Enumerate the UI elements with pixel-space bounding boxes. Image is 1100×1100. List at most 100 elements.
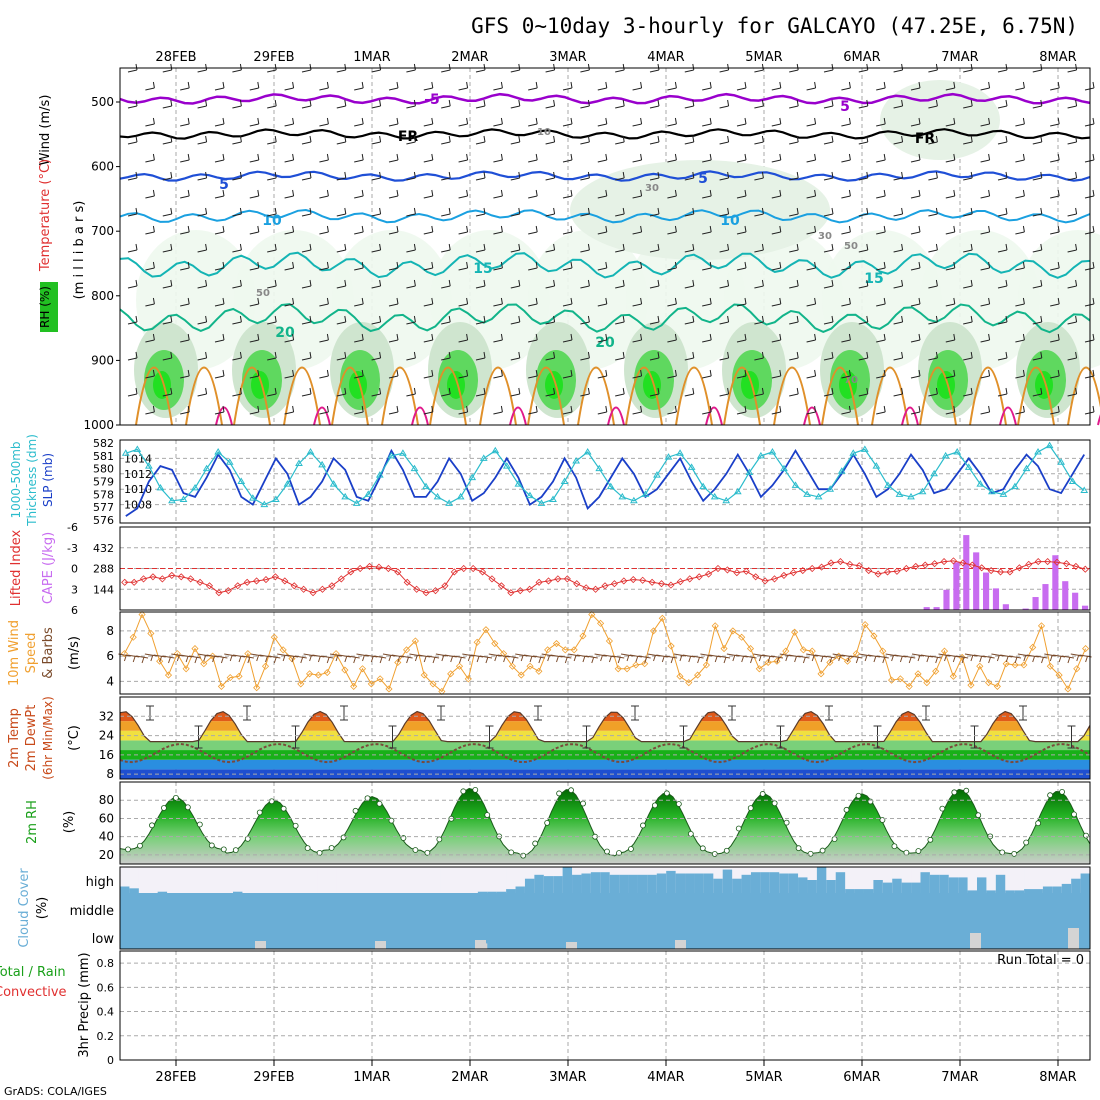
wind-barb [371,279,382,289]
wind-barb [702,153,712,163]
cloud-high-bar [487,891,498,893]
wind-barb [267,315,277,325]
cloud-high-bar [496,891,507,893]
wind-barb [945,261,956,271]
date-label-bottom-1: 29FEB [253,1070,294,1085]
cloud-high-bar [1005,890,1016,893]
wind-barb [702,261,712,271]
wind-barb [197,315,208,325]
wind-barb [876,189,886,199]
wind-barb [667,297,677,307]
panel-temp-border [119,696,1091,780]
thickness-marker [930,469,938,477]
wind-barb [284,153,295,163]
cloud-high-bar [628,874,639,893]
wind-barb [580,351,590,361]
minmax-bar [1067,725,1076,749]
wind-barb [214,333,225,343]
wind-barb [910,333,921,343]
wind-barb [562,405,573,415]
wind-speed-marker [755,665,763,673]
wind-barb [441,207,451,217]
wind-barb [493,297,503,307]
wind-barb [667,261,677,271]
date-label-top-8: 7MAR [941,50,978,65]
thickness-marker [1034,448,1042,455]
wind-barb [615,351,625,361]
wind-barb [997,279,1008,289]
wind-barb [1032,63,1043,73]
wind-barb [510,63,521,73]
rh-marker [556,790,563,797]
cape-bar [1032,597,1039,610]
wind-barb [493,189,503,199]
isotherm-25-arch [675,366,713,426]
wind-barb [876,153,886,163]
cloud-high-bar [788,873,799,893]
contour-label-3: FR [915,131,936,147]
wind-barb [841,405,851,415]
contour-label-12: 10 [537,127,551,138]
wind-barb [284,369,295,379]
wind-barb [354,153,364,163]
rh-marker [292,822,299,829]
wind-barb [301,351,312,361]
wind-barb [841,189,851,199]
wind-speed-marker [535,667,543,675]
thickness-marker [237,477,246,484]
wind-tick-1: 6 [106,649,114,663]
wind-speed-marker [1020,661,1028,669]
wind-speed-marker [129,633,137,641]
wind-barb [702,333,712,343]
wind-barb [197,207,208,217]
wind-barb [197,387,208,397]
wind-barb [249,369,260,379]
wind-barb [841,369,851,379]
wind-barb [319,405,329,415]
minmax-bar [922,705,930,721]
date-label-bottom-0: 28FEB [155,1070,196,1085]
wind-barb [876,261,886,271]
wind-barb [1050,405,1060,415]
thickness-marker [549,495,557,502]
contour-label-1: 5 [840,99,850,115]
wind-barb [354,405,364,415]
cape-bar [1072,592,1079,610]
wind-barb [876,297,886,307]
wind-barb [980,189,991,199]
wind-barb [336,63,347,73]
wind-barb [667,225,677,235]
dewpoint-line [119,742,1091,764]
li-marker [121,578,129,586]
thickness-marker [618,492,627,500]
cloud-high-bg [1061,867,1072,893]
upper-ylabel-mb: (m i l l i b a r s) [72,201,87,300]
cloud-high-bar [581,873,592,893]
wind-speed-marker [658,614,666,622]
wind-barb [841,81,851,91]
wind-barb [371,99,382,109]
thickness-marker [479,454,488,461]
wind-speed-marker [817,670,825,678]
pressure-tick-0: 500 [91,95,114,109]
cloud-high-bar [986,890,997,893]
date-label-top-4: 3MAR [549,50,586,65]
wind-barb [423,81,434,91]
wind-barb [1067,279,1078,289]
wind-barb [249,81,260,91]
wind-barb [388,225,399,235]
contour-label-6: 10 [262,213,282,229]
li-marker [243,578,251,586]
thickness-marker [907,492,915,500]
wind-barb [928,351,938,361]
wind-barb [180,261,190,271]
thickness-marker [987,487,996,495]
cloud-high-bar [600,872,611,893]
wind-barb [562,261,573,271]
wind-barb [301,135,312,145]
wind-barb [632,297,643,307]
cloud-high-bg [251,867,262,893]
temp-band-7 [120,702,1090,712]
rh-marker [807,850,814,857]
wind-barb [702,117,712,127]
